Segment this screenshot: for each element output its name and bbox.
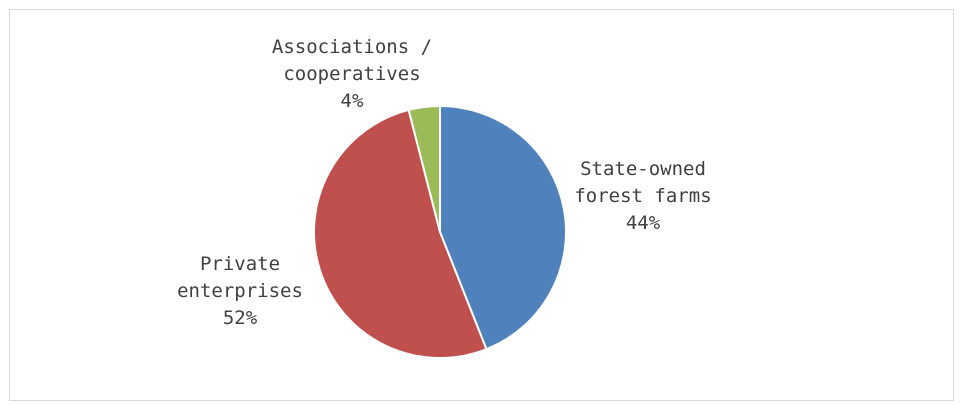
data-label-value: 52% bbox=[223, 307, 258, 329]
data-label-category-line: Private bbox=[200, 253, 280, 275]
data-label-category-line: Associations / bbox=[272, 36, 432, 58]
data-label-category-line: State-owned bbox=[580, 158, 706, 180]
pie-slice-state-owned-forest-farms bbox=[439, 104, 567, 351]
data-label-state-owned-forest-farms: State-owned forest farms 44% bbox=[574, 158, 711, 234]
data-label-value: 4% bbox=[341, 90, 364, 112]
pie-labels: State-owned forest farms 44% Private enterpr… bbox=[177, 36, 712, 329]
data-label-value: 44% bbox=[626, 212, 661, 234]
data-label-category-line: enterprises bbox=[177, 280, 303, 302]
data-label-category-line: cooperatives bbox=[283, 63, 420, 85]
data-label-category-line: forest farms bbox=[574, 185, 711, 207]
pie-slice-private-enterprises bbox=[313, 108, 488, 359]
data-label-associations-cooperatives: Associations / cooperatives 4% bbox=[272, 36, 432, 112]
data-label-private-enterprises: Private enterprises 52% bbox=[177, 253, 303, 329]
pie-slices bbox=[313, 104, 567, 359]
pie-slice-associations-cooperatives bbox=[407, 104, 441, 233]
